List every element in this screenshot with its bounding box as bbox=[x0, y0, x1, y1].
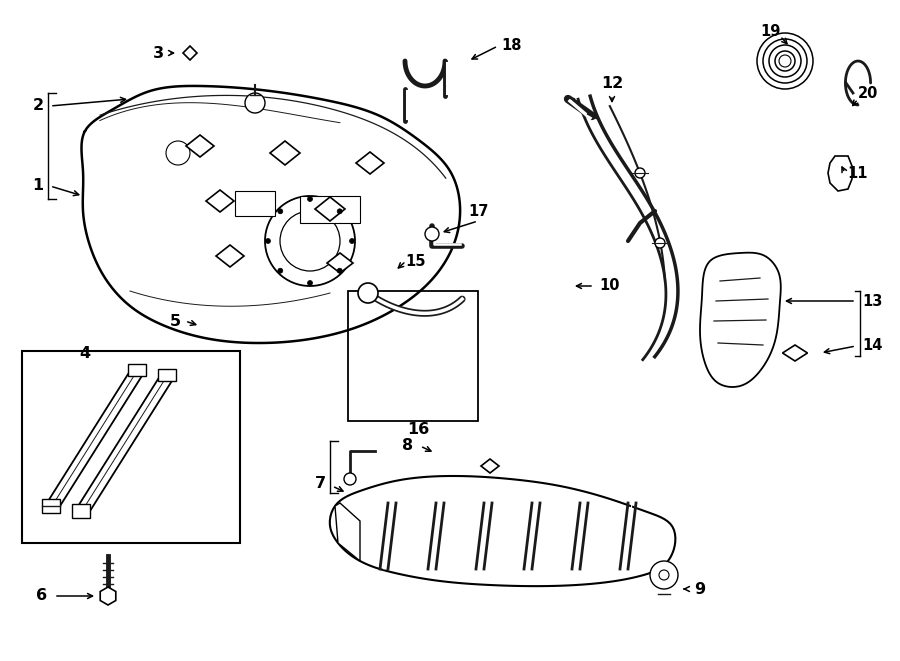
Circle shape bbox=[265, 196, 355, 286]
Circle shape bbox=[338, 209, 342, 214]
Polygon shape bbox=[183, 46, 197, 60]
Polygon shape bbox=[327, 253, 353, 273]
Bar bbox=[128, 364, 146, 376]
Text: 17: 17 bbox=[468, 204, 488, 219]
Circle shape bbox=[655, 238, 665, 248]
Text: 12: 12 bbox=[601, 75, 623, 91]
Polygon shape bbox=[828, 156, 852, 191]
Polygon shape bbox=[45, 371, 145, 506]
Text: 6: 6 bbox=[36, 588, 48, 603]
Polygon shape bbox=[82, 86, 460, 343]
Text: 9: 9 bbox=[695, 582, 706, 596]
Text: 19: 19 bbox=[760, 24, 780, 38]
Polygon shape bbox=[335, 503, 360, 561]
Text: 13: 13 bbox=[862, 293, 882, 309]
Text: 3: 3 bbox=[152, 46, 164, 61]
FancyBboxPatch shape bbox=[22, 351, 240, 543]
Text: 8: 8 bbox=[402, 438, 414, 453]
Circle shape bbox=[650, 561, 678, 589]
Circle shape bbox=[280, 211, 340, 271]
Polygon shape bbox=[186, 135, 214, 157]
Text: 2: 2 bbox=[32, 98, 43, 114]
Text: 18: 18 bbox=[502, 38, 522, 54]
Polygon shape bbox=[216, 245, 244, 267]
Circle shape bbox=[349, 239, 355, 243]
Text: 10: 10 bbox=[599, 278, 620, 293]
Circle shape bbox=[769, 45, 801, 77]
Circle shape bbox=[763, 39, 807, 83]
Bar bbox=[158, 369, 176, 381]
Polygon shape bbox=[235, 191, 275, 216]
Circle shape bbox=[775, 51, 795, 71]
Polygon shape bbox=[315, 197, 345, 221]
Polygon shape bbox=[700, 253, 781, 387]
Text: 14: 14 bbox=[862, 338, 882, 354]
Polygon shape bbox=[481, 459, 499, 473]
Circle shape bbox=[425, 227, 439, 241]
Circle shape bbox=[245, 93, 265, 113]
Circle shape bbox=[757, 33, 813, 89]
Circle shape bbox=[344, 473, 356, 485]
Polygon shape bbox=[300, 196, 360, 223]
Polygon shape bbox=[270, 141, 300, 165]
Circle shape bbox=[266, 239, 271, 243]
Polygon shape bbox=[75, 376, 175, 511]
Polygon shape bbox=[329, 476, 675, 586]
Circle shape bbox=[338, 268, 342, 273]
Bar bbox=[72, 504, 90, 518]
Polygon shape bbox=[206, 190, 234, 212]
Polygon shape bbox=[782, 345, 807, 361]
Text: 5: 5 bbox=[169, 313, 181, 329]
Text: 20: 20 bbox=[858, 85, 878, 100]
Circle shape bbox=[358, 283, 378, 303]
Bar bbox=[42, 499, 60, 513]
Text: 1: 1 bbox=[32, 178, 43, 194]
Circle shape bbox=[166, 141, 190, 165]
Circle shape bbox=[308, 196, 312, 202]
Circle shape bbox=[635, 168, 645, 178]
Text: 7: 7 bbox=[314, 475, 326, 490]
Text: 15: 15 bbox=[406, 254, 427, 268]
Text: 11: 11 bbox=[848, 165, 868, 180]
Circle shape bbox=[659, 570, 669, 580]
Text: 4: 4 bbox=[79, 346, 91, 360]
Circle shape bbox=[278, 209, 283, 214]
Circle shape bbox=[779, 55, 791, 67]
Circle shape bbox=[308, 280, 312, 286]
Polygon shape bbox=[356, 152, 384, 174]
Circle shape bbox=[278, 268, 283, 273]
Polygon shape bbox=[100, 587, 116, 605]
Text: 16: 16 bbox=[407, 422, 429, 436]
